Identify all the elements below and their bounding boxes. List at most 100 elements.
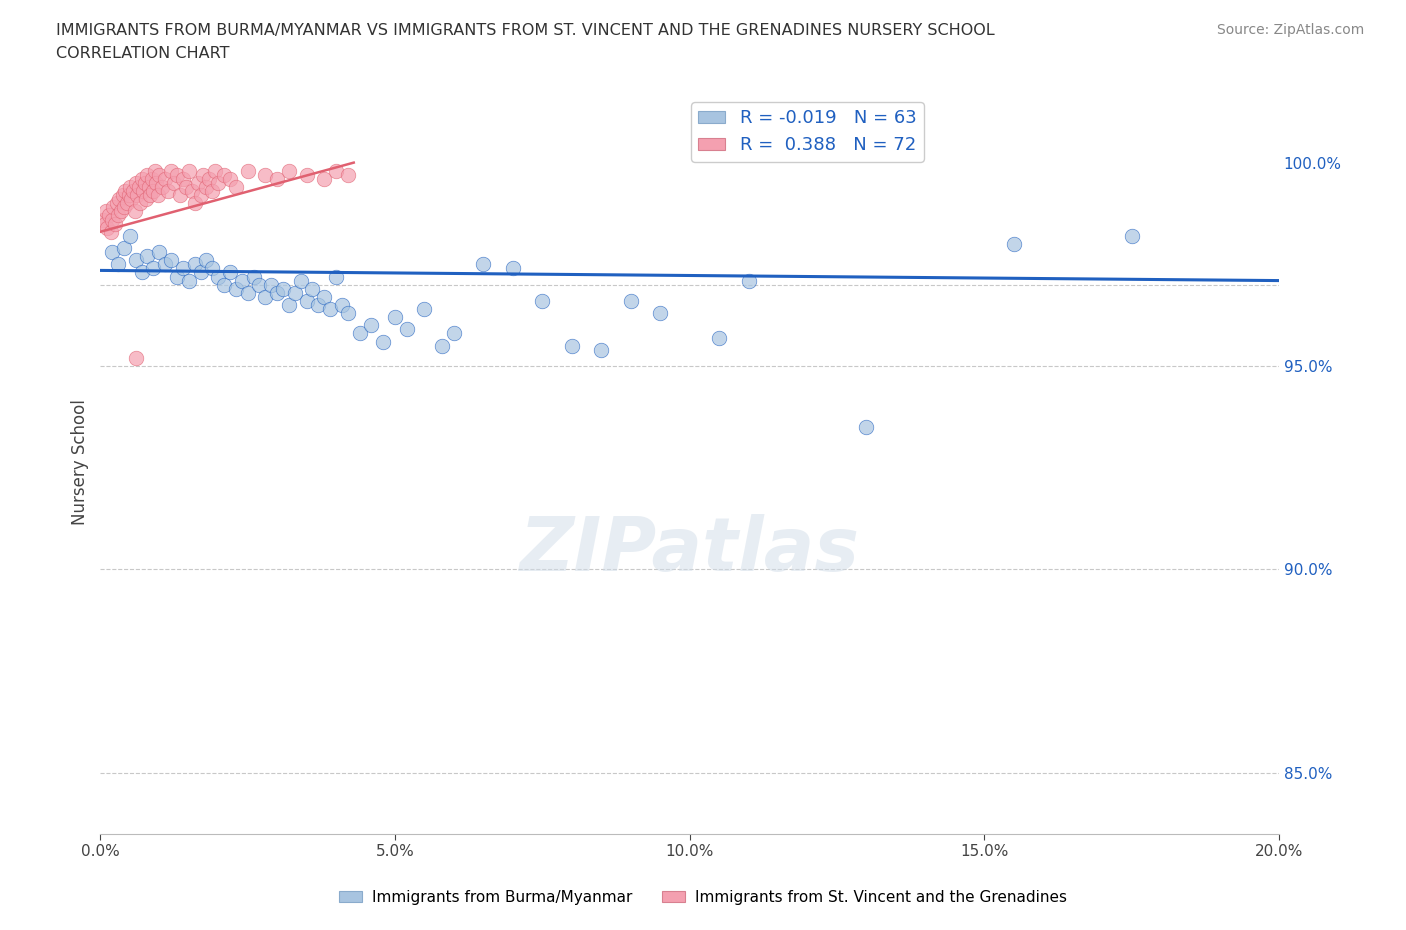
Point	[107, 208, 129, 223]
Point	[325, 269, 347, 284]
Point	[284, 286, 307, 300]
Point	[254, 167, 277, 182]
Point	[295, 294, 318, 309]
Point	[1121, 229, 1143, 244]
Point	[183, 196, 205, 211]
Point	[136, 248, 159, 263]
Point	[153, 171, 176, 186]
Point	[136, 167, 159, 182]
Point	[101, 212, 124, 227]
Point	[125, 351, 148, 365]
Point	[150, 179, 173, 194]
Point	[502, 261, 524, 276]
Point	[103, 200, 125, 215]
Point	[125, 188, 148, 203]
Point	[277, 298, 299, 312]
Point	[319, 301, 342, 316]
Point	[395, 322, 418, 337]
Point	[620, 294, 643, 309]
Point	[430, 339, 453, 353]
Point	[160, 253, 183, 268]
Point	[207, 269, 229, 284]
Point	[242, 269, 264, 284]
Point	[1002, 236, 1025, 251]
Text: CORRELATION CHART: CORRELATION CHART	[56, 46, 229, 61]
Point	[166, 167, 188, 182]
Point	[142, 183, 165, 198]
Point	[166, 269, 188, 284]
Point	[108, 192, 131, 206]
Point	[112, 241, 135, 256]
Point	[125, 176, 148, 191]
Point	[111, 188, 134, 203]
Point	[591, 342, 613, 357]
Point	[141, 171, 163, 186]
Point	[148, 245, 170, 259]
Point	[177, 164, 200, 179]
Point	[131, 265, 153, 280]
Point	[112, 200, 135, 215]
Point	[212, 277, 235, 292]
Point	[160, 164, 183, 179]
Point	[132, 183, 155, 198]
Point	[125, 253, 148, 268]
Point	[148, 167, 170, 182]
Legend: R = -0.019   N = 63, R =  0.388   N = 72: R = -0.019 N = 63, R = 0.388 N = 72	[692, 102, 924, 162]
Point	[349, 326, 371, 341]
Point	[96, 204, 118, 219]
Point	[360, 318, 382, 333]
Point	[138, 179, 160, 194]
Point	[105, 196, 128, 211]
Point	[110, 204, 132, 219]
Point	[266, 286, 288, 300]
Point	[314, 171, 336, 186]
Point	[174, 179, 197, 194]
Text: Source: ZipAtlas.com: Source: ZipAtlas.com	[1216, 23, 1364, 37]
Point	[561, 339, 583, 353]
Point	[198, 171, 221, 186]
Point	[277, 164, 299, 179]
Point	[115, 196, 138, 211]
Text: ZIPatlas: ZIPatlas	[520, 514, 859, 588]
Point	[135, 192, 157, 206]
Legend: Immigrants from Burma/Myanmar, Immigrants from St. Vincent and the Grenadines: Immigrants from Burma/Myanmar, Immigrant…	[333, 884, 1073, 911]
Point	[295, 167, 318, 182]
Point	[236, 164, 259, 179]
Point	[172, 171, 194, 186]
Point	[325, 164, 347, 179]
Point	[187, 176, 209, 191]
Point	[225, 179, 247, 194]
Point	[145, 176, 167, 191]
Point	[219, 265, 242, 280]
Point	[307, 298, 329, 312]
Point	[314, 289, 336, 304]
Point	[219, 171, 242, 186]
Point	[100, 224, 122, 239]
Point	[531, 294, 554, 309]
Point	[330, 298, 353, 312]
Point	[120, 192, 142, 206]
Point	[193, 167, 215, 182]
Point	[254, 289, 277, 304]
Point	[124, 204, 146, 219]
Point	[101, 245, 124, 259]
Point	[373, 334, 395, 349]
Point	[143, 164, 166, 179]
Point	[266, 171, 288, 186]
Point	[301, 281, 323, 296]
Point	[118, 229, 141, 244]
Point	[190, 265, 212, 280]
Point	[855, 419, 877, 434]
Point	[249, 277, 271, 292]
Point	[195, 253, 218, 268]
Point	[212, 167, 235, 182]
Point	[225, 281, 247, 296]
Point	[172, 261, 194, 276]
Point	[163, 176, 186, 191]
Point	[177, 273, 200, 288]
Point	[180, 183, 202, 198]
Point	[336, 306, 359, 321]
Text: IMMIGRANTS FROM BURMA/MYANMAR VS IMMIGRANTS FROM ST. VINCENT AND THE GRENADINES : IMMIGRANTS FROM BURMA/MYANMAR VS IMMIGRA…	[56, 23, 995, 38]
Point	[129, 196, 152, 211]
Point	[98, 208, 121, 223]
